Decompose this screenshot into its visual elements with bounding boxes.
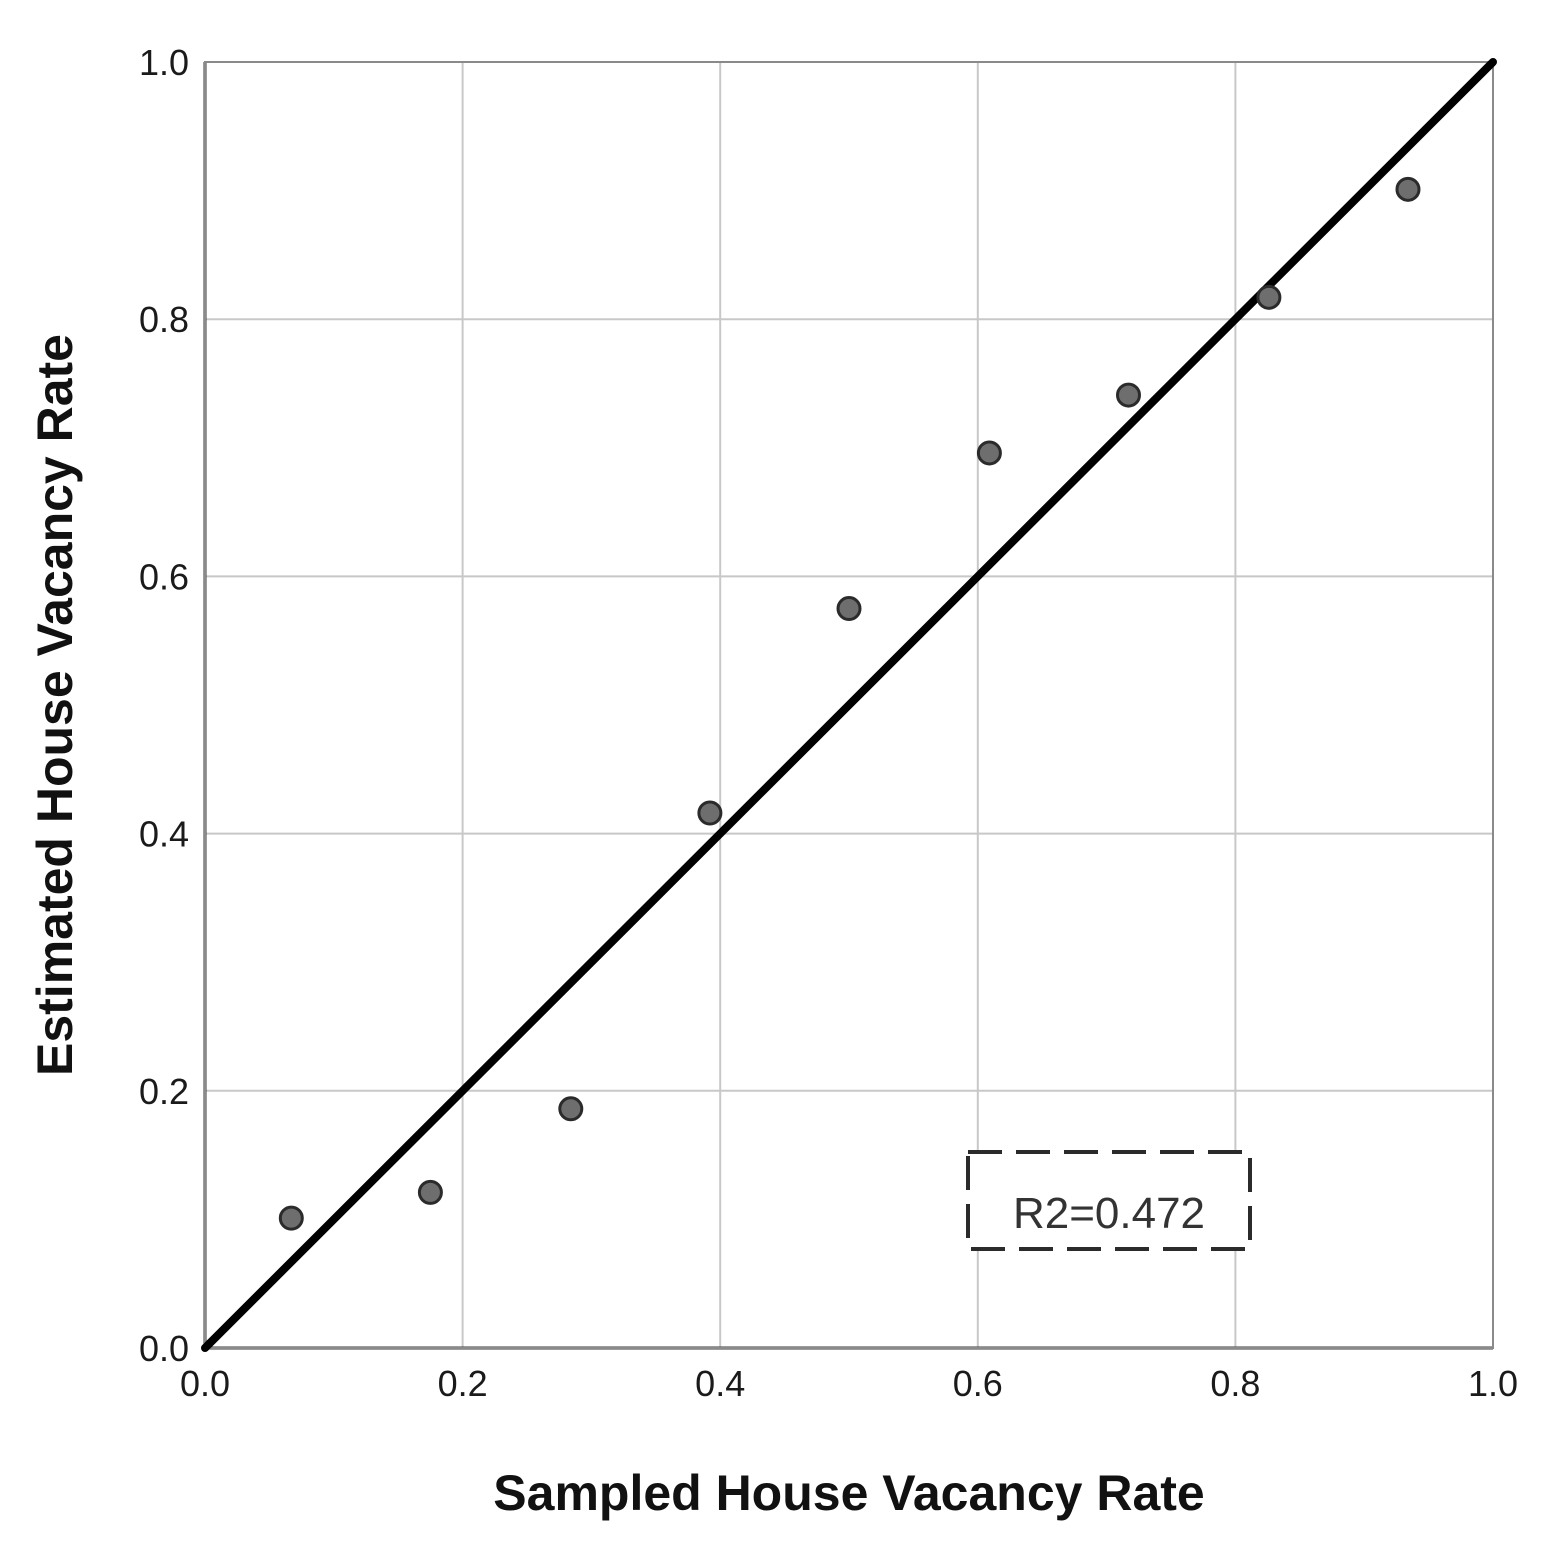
r-squared-box (966, 1150, 1252, 1251)
data-point (836, 596, 862, 622)
x-tick-label: 1.0 (1468, 1363, 1518, 1404)
x-tick-label: 0.8 (1210, 1363, 1260, 1404)
data-point (558, 1096, 584, 1122)
data-point (1395, 176, 1421, 202)
data-points (278, 176, 1421, 1231)
data-point (697, 800, 723, 826)
data-point (1115, 382, 1141, 408)
plot-frame (204, 61, 1494, 1349)
data-point (417, 1179, 443, 1205)
y-tick-label: 1.0 (139, 42, 189, 83)
x-tick-label: 0.6 (953, 1363, 1003, 1404)
r-squared-label: R2=0.472 (1013, 1189, 1205, 1238)
y-tick-labels: 0.0 0.2 0.4 0.6 0.8 1.0 (139, 42, 189, 1369)
data-point (1256, 284, 1282, 310)
data-point (976, 440, 1002, 466)
y-tick-label: 0.2 (139, 1071, 189, 1112)
x-axis-title: Sampled House Vacancy Rate (493, 1465, 1204, 1521)
x-tick-labels: 0.0 0.2 0.4 0.6 0.8 1.0 (180, 1363, 1518, 1404)
x-tick-label: 0.4 (695, 1363, 745, 1404)
y-axis-title: Estimated House Vacancy Rate (27, 334, 83, 1076)
y-tick-label: 0.4 (139, 814, 189, 855)
data-point (278, 1205, 304, 1231)
reference-line-group (201, 58, 1497, 1352)
x-tick-label: 0.2 (438, 1363, 488, 1404)
x-tick-label: 0.0 (180, 1363, 230, 1404)
y-tick-label: 0.8 (139, 299, 189, 340)
r-squared-annotation: R2=0.472 (966, 1150, 1252, 1251)
y-tick-label: 0.0 (139, 1328, 189, 1369)
reference-line (201, 58, 1497, 1352)
y-tick-label: 0.6 (139, 556, 189, 597)
